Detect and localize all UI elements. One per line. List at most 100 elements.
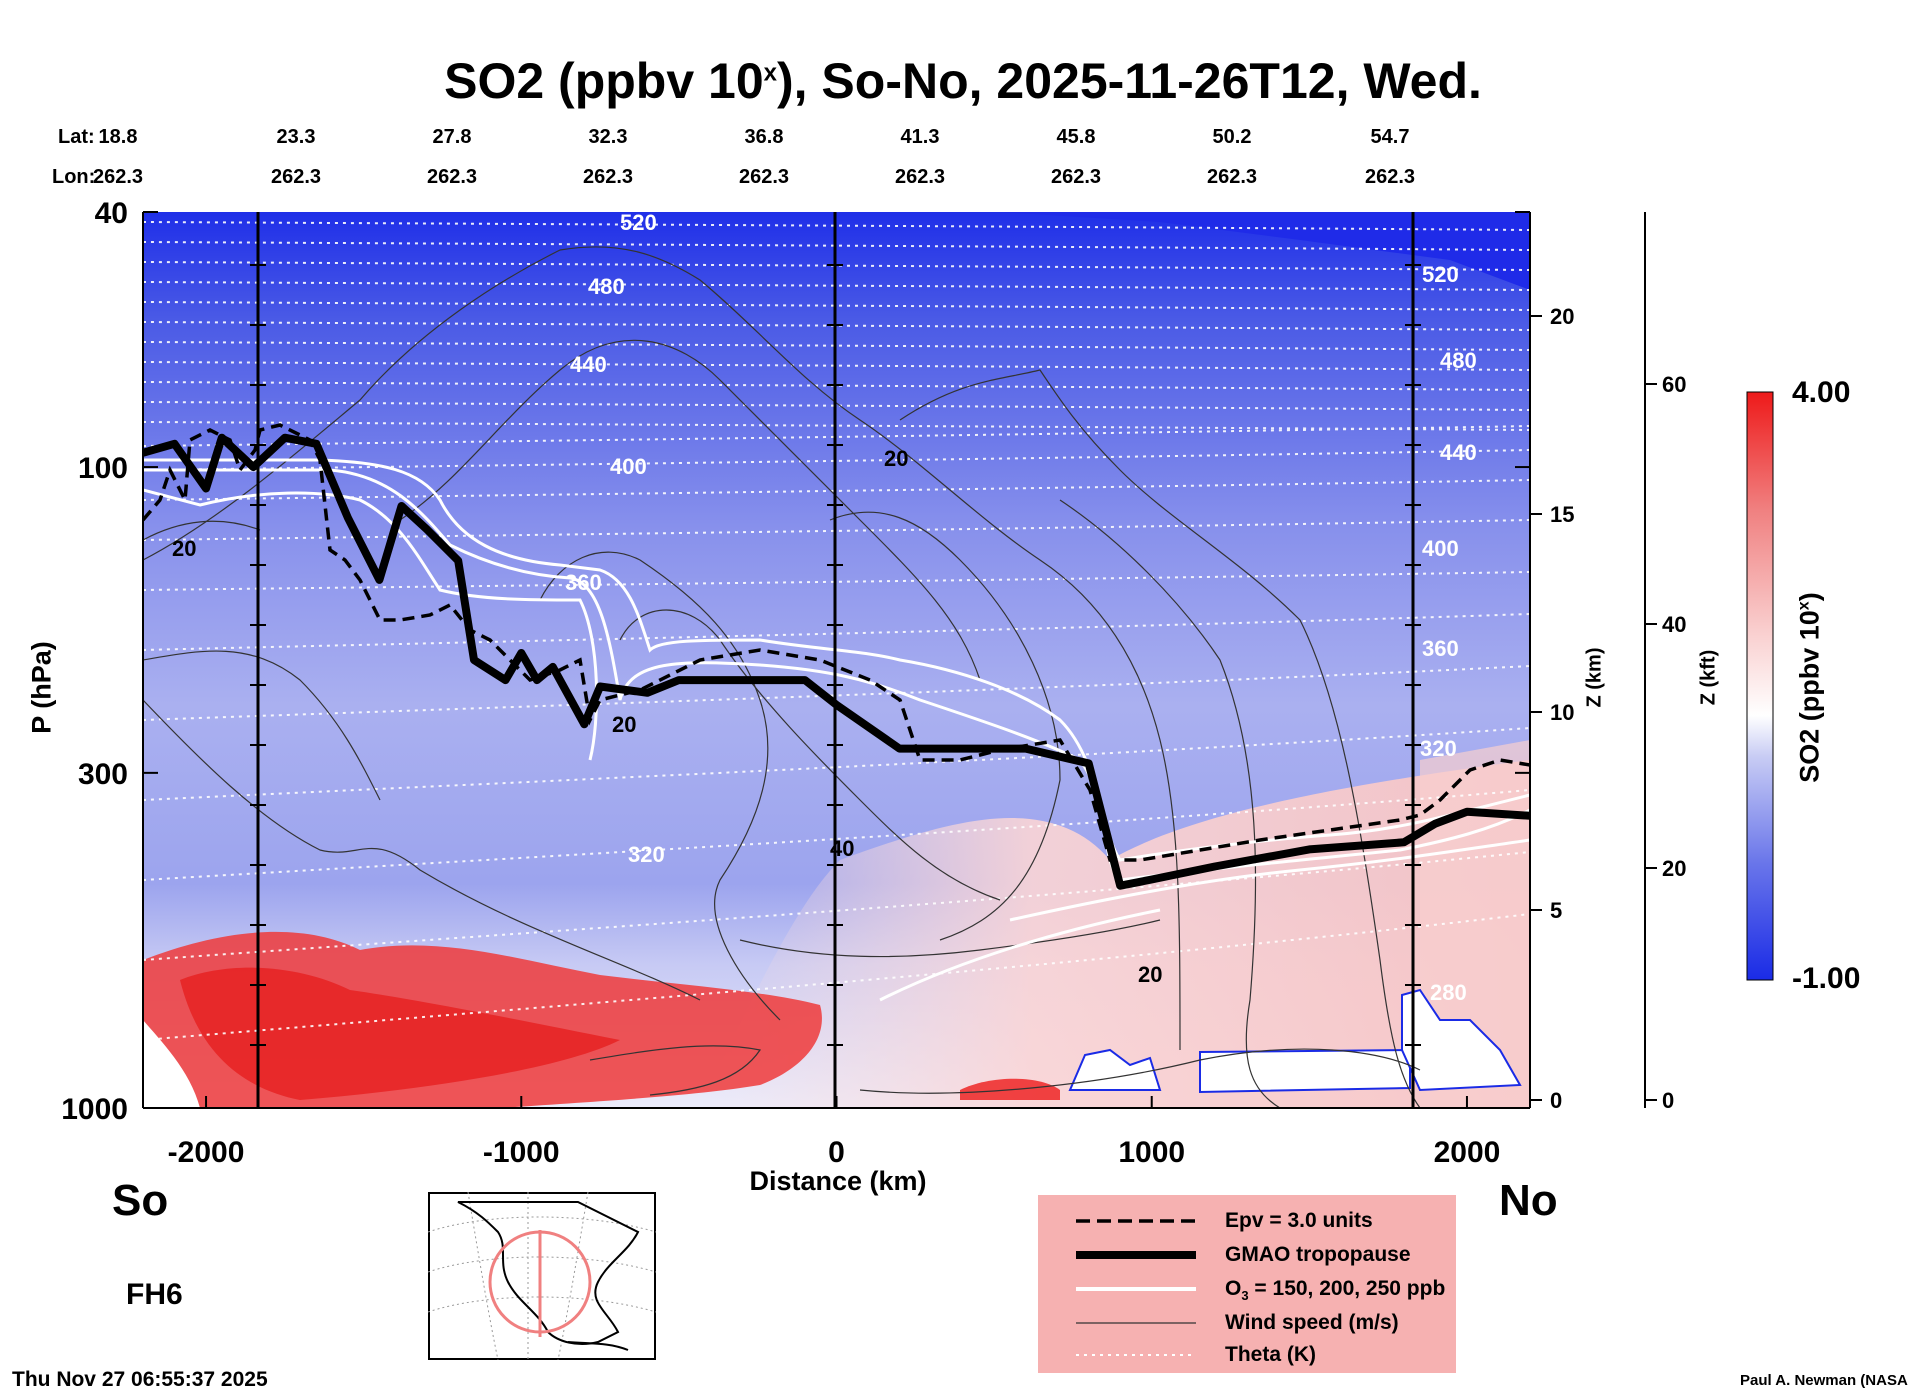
wind-label: 20 (884, 446, 908, 471)
theta-labels: 520 480 440 400 360 320 520 480 440 400 360 320 280 (565, 210, 1477, 1005)
theta-label: 360 (1422, 636, 1459, 661)
wind-label: 20 (172, 536, 196, 561)
gmao-tropopause-line (143, 433, 1530, 890)
lat-value: 32.3 (588, 126, 628, 148)
lon-value: 262.3 (426, 166, 478, 188)
north-label: No (1499, 1176, 1558, 1225)
wind-label: 20 (1138, 962, 1162, 987)
theta-contour (143, 665, 1530, 721)
theta-label: 440 (570, 352, 607, 377)
map-frame (428, 1192, 656, 1360)
wind-contour (899, 369, 1421, 1108)
theta-label: 360 (565, 570, 602, 595)
z-km-label: 15 (1550, 502, 1574, 527)
theta-contour (143, 851, 1530, 961)
lat-value: 18.8 (98, 126, 138, 148)
theta-contours (143, 221, 1530, 1041)
z-km-label: 10 (1550, 700, 1574, 725)
wind-contour (399, 339, 981, 681)
lat-value: 27.8 (432, 126, 472, 148)
wind-contour (143, 650, 381, 801)
lon-label: Lon: (52, 166, 96, 188)
wind-contour (589, 1045, 761, 1096)
lon-value: 262.3 (1206, 166, 1258, 188)
colorbar-min: -1.00 (1792, 962, 1861, 995)
ref-line-ticks (250, 264, 1421, 1046)
z-km-labels: 0 5 10 15 20 (1550, 304, 1574, 1113)
y-tick-label: 100 (78, 452, 128, 485)
z-kft-label: 40 (1662, 612, 1686, 637)
wind-contour (143, 699, 701, 1001)
theta-label: 520 (620, 210, 657, 235)
x-tick-label: 2000 (1434, 1136, 1501, 1169)
colorbar-max: 4.00 (1792, 376, 1851, 409)
axis-ticks (143, 211, 1657, 1109)
z-kft-label: 0 (1662, 1088, 1674, 1113)
so2-north-edge (1420, 740, 1530, 1108)
lon-value: 262.3 (894, 166, 946, 188)
mask-patch (1068, 1048, 1162, 1091)
y-tick-label: 1000 (61, 1093, 128, 1126)
theta-contour (143, 913, 1530, 1041)
lon-value: 262.3 (270, 166, 322, 188)
lat-value: 50.2 (1212, 126, 1252, 148)
z-kft-title: Z (kft) (1697, 649, 1720, 706)
lat-value: 41.3 (900, 126, 940, 148)
x-tick-label: -1000 (483, 1136, 560, 1169)
lat-value: 54.7 (1370, 126, 1410, 148)
inset-map (428, 1192, 656, 1360)
legend-ozone: O3 = 150, 200, 250 ppb (1076, 1277, 1446, 1304)
forecast-hour: FH6 (126, 1278, 183, 1311)
y-tick-label: 300 (78, 758, 128, 791)
wind-speed-contours (143, 246, 1421, 1108)
z-km-label: 5 (1550, 898, 1562, 923)
lon-value: 262.3 (582, 166, 634, 188)
z-km-title: Z (km) (1583, 647, 1606, 708)
lon-value: 262.3 (92, 166, 144, 188)
colorbar (1746, 391, 1774, 981)
lon-value: 262.3 (738, 166, 790, 188)
y-tick-label: 40 (95, 197, 128, 230)
south-label: So (112, 1176, 169, 1225)
lon-value: 262.3 (1364, 166, 1416, 188)
legend-theta: Theta (K) (1076, 1343, 1316, 1366)
wind-contour (739, 919, 1161, 958)
x-axis-title: Distance (km) (749, 1166, 927, 1196)
theta-contour (143, 789, 1530, 881)
theta-label: 320 (628, 842, 665, 867)
caribbean-coast (567, 1341, 629, 1351)
wind-contour (619, 609, 1001, 901)
wind-contour (539, 551, 781, 1021)
ozone-contour (143, 488, 599, 761)
theta-label: 320 (1420, 736, 1457, 761)
wind-contour (143, 246, 1181, 1051)
theta-label: 280 (1430, 980, 1467, 1005)
wind-contour (859, 1048, 1421, 1094)
legend-epv: Epv = 3.0 units (1076, 1209, 1373, 1232)
y-axis-title: P (hPa) (26, 641, 57, 734)
x-tick-label: -2000 (168, 1136, 245, 1169)
theta-label: 480 (1440, 348, 1477, 373)
theta-label: 400 (610, 454, 647, 479)
y-tick-labels: 40 100 300 1000 (61, 197, 128, 1126)
z-kft-label: 60 (1662, 372, 1686, 397)
timestamp: Thu Nov 27 06:55:37 2025 (12, 1368, 268, 1391)
z-km-label: 0 (1550, 1088, 1562, 1113)
mask-patch (1401, 988, 1522, 1092)
reference-lines (256, 212, 1415, 1108)
wind-contour (143, 520, 261, 541)
legend-tropopause: GMAO tropopause (1076, 1243, 1411, 1266)
lon-value: 262.3 (1050, 166, 1102, 188)
lat-value: 36.8 (744, 126, 784, 148)
wind-label: 20 (612, 712, 636, 737)
ozone-contour (879, 908, 1161, 1002)
chart-title: SO2 (ppbv 10x), So-No, 2025-11-26T12, We… (444, 53, 1482, 109)
legend-wind: Wind speed (m/s) (1076, 1311, 1399, 1334)
z-km-label: 20 (1550, 304, 1574, 329)
x-tick-labels: -2000 -1000 0 1000 2000 (168, 1136, 1501, 1169)
theta-label: 480 (588, 274, 625, 299)
colorbar-title: SO2 (ppbv 10x) (1794, 592, 1825, 783)
so2-high-stratosphere (1000, 212, 1530, 290)
lat-value: 23.3 (276, 126, 316, 148)
